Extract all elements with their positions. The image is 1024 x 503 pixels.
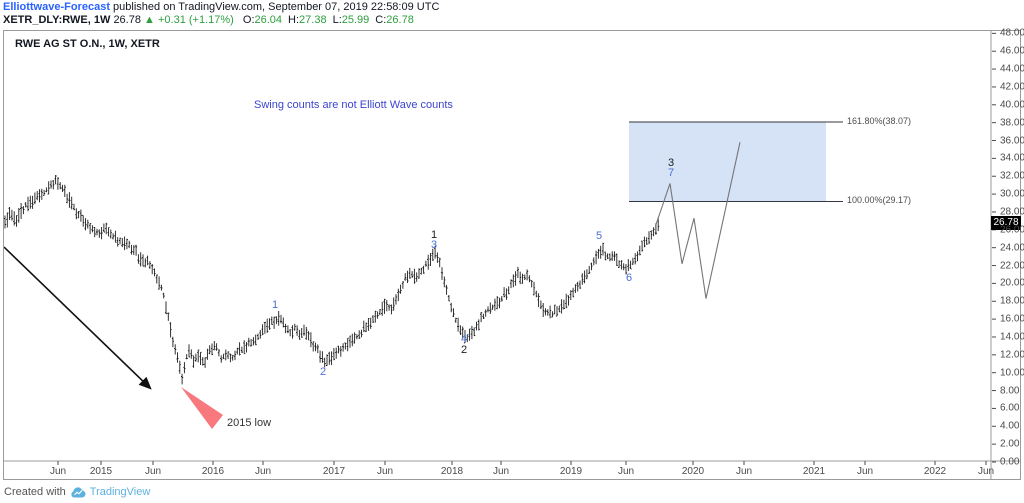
annotation-note: Swing counts are not Elliott Wave counts — [254, 99, 453, 111]
time-tick-label: 2017 — [322, 466, 346, 477]
price-tick-label: 20.00 — [1000, 277, 1024, 289]
price-tick-label: 0.00 — [1000, 456, 1020, 468]
ohlc-value: 26.78 — [386, 14, 414, 26]
time-tick-label: Jun — [376, 466, 394, 477]
price-tick-label: 44.00 — [1000, 63, 1024, 75]
swing-count-blue-2: 2 — [319, 365, 327, 378]
price-tick-label: 34.00 — [1000, 152, 1024, 164]
price-tick-label: 38.00 — [1000, 117, 1024, 129]
price-tick-label: 28.00 — [1000, 206, 1024, 218]
time-tick-label: 2021 — [802, 466, 826, 477]
price-tick-label: 2.00 — [1000, 438, 1020, 450]
price-tick-label: 6.00 — [1000, 402, 1020, 414]
ohlc-value: 26.04 — [254, 14, 283, 26]
projection-path — [655, 142, 741, 299]
chart-legend-title: RWE AG ST O.N., 1W, XETR — [15, 38, 160, 50]
price-tick-label: 22.00 — [1000, 260, 1024, 272]
price-tick-label: 18.00 — [1000, 295, 1024, 307]
swing-count-blue-1: 1 — [271, 299, 279, 311]
swing-count-blue-7: 7 — [667, 167, 675, 180]
fib-level-100-label: 100.00%(29.17) — [847, 195, 912, 205]
ohlc-label: O: — [242, 14, 255, 26]
price-tick-label: 8.00 — [1000, 385, 1020, 397]
time-tick-label: Jun — [254, 466, 272, 477]
low-2015-annotation: 2015 low — [227, 417, 272, 429]
swing-count-black-2: 2 — [460, 344, 468, 357]
time-tick-label: 2016 — [201, 466, 225, 477]
price-tick-label: 48.00 — [1000, 27, 1024, 39]
time-tick-label: Jun — [617, 466, 635, 477]
price-tick-label: 12.00 — [1000, 349, 1024, 361]
time-tick-label: 2020 — [681, 466, 705, 477]
price-tick-label: 10.00 — [1000, 367, 1024, 379]
time-tick-label: 2022 — [923, 466, 947, 477]
ohlc-value: 27.38 — [299, 14, 327, 26]
time-tick-label: Jun — [977, 466, 995, 477]
price-tick-label: 36.00 — [1000, 135, 1024, 147]
up-arrow-icon: ▲ — [144, 14, 155, 26]
fib-level-161-label: 161.80%(38.07) — [847, 116, 912, 126]
time-tick-label: 2015 — [89, 466, 113, 477]
ohlc-values: O:26.04 H:27.38 L:25.99 C:26.78 — [237, 14, 414, 26]
price-tick-label: 24.00 — [1000, 242, 1024, 254]
price-tick-label: 16.00 — [1000, 313, 1024, 325]
down-arrow — [4, 246, 152, 390]
swing-count-blue-5: 5 — [595, 229, 603, 242]
symbol-interval: XETR_DLY:RWE, 1W — [3, 14, 111, 26]
target-zone-box — [629, 122, 826, 202]
time-tick-label: 2019 — [559, 466, 583, 477]
ohlc-label: H: — [288, 14, 300, 26]
time-tick-label: Jun — [49, 466, 67, 477]
swing-count-blue-6: 6 — [625, 272, 633, 285]
publish-line: Elliottwave-Forecast published on Tradin… — [3, 1, 1021, 14]
created-with-text: Created with — [4, 486, 66, 498]
swing-count-black-1: 1 — [430, 228, 438, 241]
ohlc-value: 25.99 — [341, 14, 370, 26]
symbol-line: XETR_DLY:RWE, 1W 26.78 ▲ +0.31 (+1.17%) … — [3, 14, 1021, 27]
swing-count-blue-4: 4 — [460, 333, 468, 346]
time-tick-label: Jun — [735, 466, 753, 477]
published-text: published on TradingView.com, September … — [113, 1, 440, 13]
last-price: 26.78 — [113, 14, 141, 26]
tradingview-logo-icon — [70, 486, 86, 498]
price-bars — [4, 175, 659, 385]
chart-area: RWE AG ST O.N., 1W, XETR Swing counts ar… — [3, 27, 1024, 480]
price-tick-label: 40.00 — [1000, 99, 1024, 111]
swing-count-blue-3: 3 — [430, 239, 438, 251]
snapshot-header: Elliottwave-Forecast published on Tradin… — [3, 1, 1021, 27]
last-price-tag: 26.78 — [991, 216, 1021, 230]
price-tick-label: 4.00 — [1000, 420, 1020, 432]
low-pointer-wedge — [181, 386, 223, 429]
time-tick-label: Jun — [144, 466, 162, 477]
ohlc-label: L: — [332, 14, 342, 26]
publisher-link[interactable]: Elliottwave-Forecast — [3, 1, 110, 13]
footer-bar: Created with TradingView — [0, 481, 1024, 503]
time-tick-label: Jun — [856, 466, 874, 477]
chart-canvas[interactable] — [4, 31, 1020, 479]
price-tick-label: 42.00 — [1000, 81, 1024, 93]
time-tick-label: Jun — [492, 466, 510, 477]
price-tick-label: 30.00 — [1000, 188, 1024, 200]
price-tick-label: 26.00 — [1000, 224, 1024, 236]
price-tick-label: 14.00 — [1000, 331, 1024, 343]
price-change: +0.31 (+1.17%) — [157, 14, 234, 26]
price-tick-label: 32.00 — [1000, 170, 1024, 182]
price-tick-label: 46.00 — [1000, 45, 1024, 57]
swing-count-black-3: 3 — [667, 157, 675, 170]
time-tick-label: 2018 — [440, 466, 464, 477]
ohlc-label: C: — [375, 14, 387, 26]
tradingview-brand-link[interactable]: TradingView — [89, 486, 151, 498]
